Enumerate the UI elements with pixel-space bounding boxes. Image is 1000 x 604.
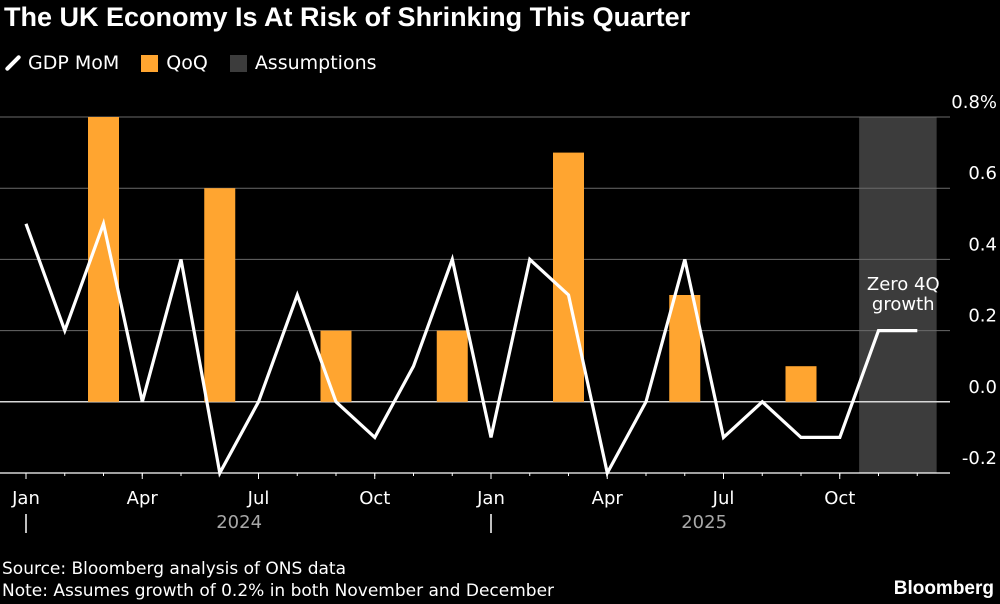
qoq-bar bbox=[320, 330, 352, 402]
qoq-bar bbox=[553, 152, 584, 402]
qoq-bar bbox=[88, 117, 119, 402]
x-tick-label: Apr bbox=[592, 488, 624, 509]
legend-item-qoq: QoQ bbox=[141, 52, 208, 74]
x-tick-label: Oct bbox=[824, 488, 855, 509]
chart-title: The UK Economy Is At Risk of Shrinking T… bbox=[4, 2, 691, 32]
x-tick-label: Jan bbox=[476, 488, 505, 509]
x-tick-label: Jan bbox=[11, 488, 40, 509]
legend: GDP MoM QoQ Assumptions bbox=[2, 50, 399, 76]
source-note: Source: Bloomberg analysis of ONS data bbox=[2, 559, 347, 579]
legend-label-gdp-mom: GDP MoM bbox=[28, 52, 120, 74]
y-tick-label: 0.0 bbox=[968, 377, 997, 398]
year-label: 2025 bbox=[681, 512, 727, 533]
x-tick-label: Apr bbox=[127, 488, 159, 509]
year-label: 2024 bbox=[216, 512, 262, 533]
legend-item-assumptions: Assumptions bbox=[229, 52, 377, 74]
qoq-bar bbox=[785, 366, 817, 402]
legend-item-gdp-mom: GDP MoM bbox=[2, 52, 119, 74]
legend-label-qoq: QoQ bbox=[166, 52, 208, 74]
assumptions-band bbox=[859, 117, 937, 473]
y-tick-label: 0.8% bbox=[951, 92, 997, 113]
y-tick-label: 0.2 bbox=[968, 306, 997, 327]
y-tick-label: 0.4 bbox=[968, 234, 997, 255]
qoq-bar bbox=[204, 188, 236, 402]
legend-label-assumptions: Assumptions bbox=[254, 52, 377, 74]
footnote: Note: Assumes growth of 0.2% in both Nov… bbox=[2, 581, 555, 601]
annotation-text: Zero 4Q bbox=[867, 274, 940, 295]
y-tick-label: -0.2 bbox=[962, 448, 997, 469]
x-tick-label: Jul bbox=[247, 488, 270, 509]
gdp-mom-line bbox=[24, 218, 918, 478]
annotation-text: growth bbox=[872, 294, 935, 315]
x-tick-label: Oct bbox=[359, 488, 390, 509]
x-tick-label: Jul bbox=[712, 488, 735, 509]
legend-bar-swatch bbox=[141, 54, 159, 72]
qoq-bar bbox=[436, 330, 468, 402]
bloomberg-logo: Bloomberg bbox=[893, 578, 994, 599]
y-tick-label: 0.6 bbox=[968, 163, 997, 184]
legend-band-swatch bbox=[229, 54, 247, 72]
